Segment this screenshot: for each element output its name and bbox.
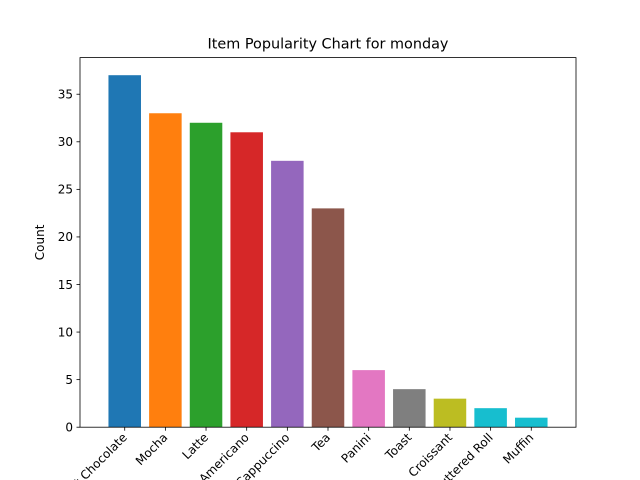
y-axis-label: Count <box>33 224 47 260</box>
chart-title: Item Popularity Chart for monday <box>208 37 449 53</box>
y-tick-label: 0 <box>65 421 73 435</box>
x-tick-label: Muffin <box>500 430 536 466</box>
bar-latte <box>189 122 223 428</box>
x-tick-label: Tea <box>308 430 333 455</box>
y-tick-label: 10 <box>58 325 73 339</box>
x-axis: Hot Chocolate Mocha LatteAmericanoCappucci… <box>60 427 536 480</box>
y-tick-label: 15 <box>58 278 73 292</box>
x-tick-label: Mocha <box>133 430 171 468</box>
bar-panini <box>352 370 385 428</box>
y-tick-label: 5 <box>65 373 73 387</box>
bar-toast <box>393 389 426 428</box>
bar-croissant <box>433 398 467 428</box>
x-tick-label: Hot Chocolate <box>60 430 130 480</box>
bar-americano <box>230 132 263 428</box>
bar-hot-chocolate <box>108 75 141 428</box>
y-tick-label: 20 <box>58 230 73 244</box>
plot-frame <box>79 57 577 428</box>
bar-muffin <box>515 417 548 428</box>
y-tick-label: 30 <box>58 135 73 149</box>
bar-mocha <box>149 113 182 428</box>
y-tick-label: 25 <box>58 183 73 197</box>
bar-buttered-roll <box>474 408 507 428</box>
x-tick-label: Latte <box>179 430 211 462</box>
y-axis: 0 5 10 15 20 25 30 35 <box>58 88 80 435</box>
y-tick-label: 35 <box>58 88 73 102</box>
x-tick-label: Toast <box>382 430 415 463</box>
bar-tea <box>311 208 345 428</box>
bars-group <box>108 75 548 428</box>
bar-cappuccino <box>271 160 304 428</box>
x-tick-label: Panini <box>338 430 373 465</box>
